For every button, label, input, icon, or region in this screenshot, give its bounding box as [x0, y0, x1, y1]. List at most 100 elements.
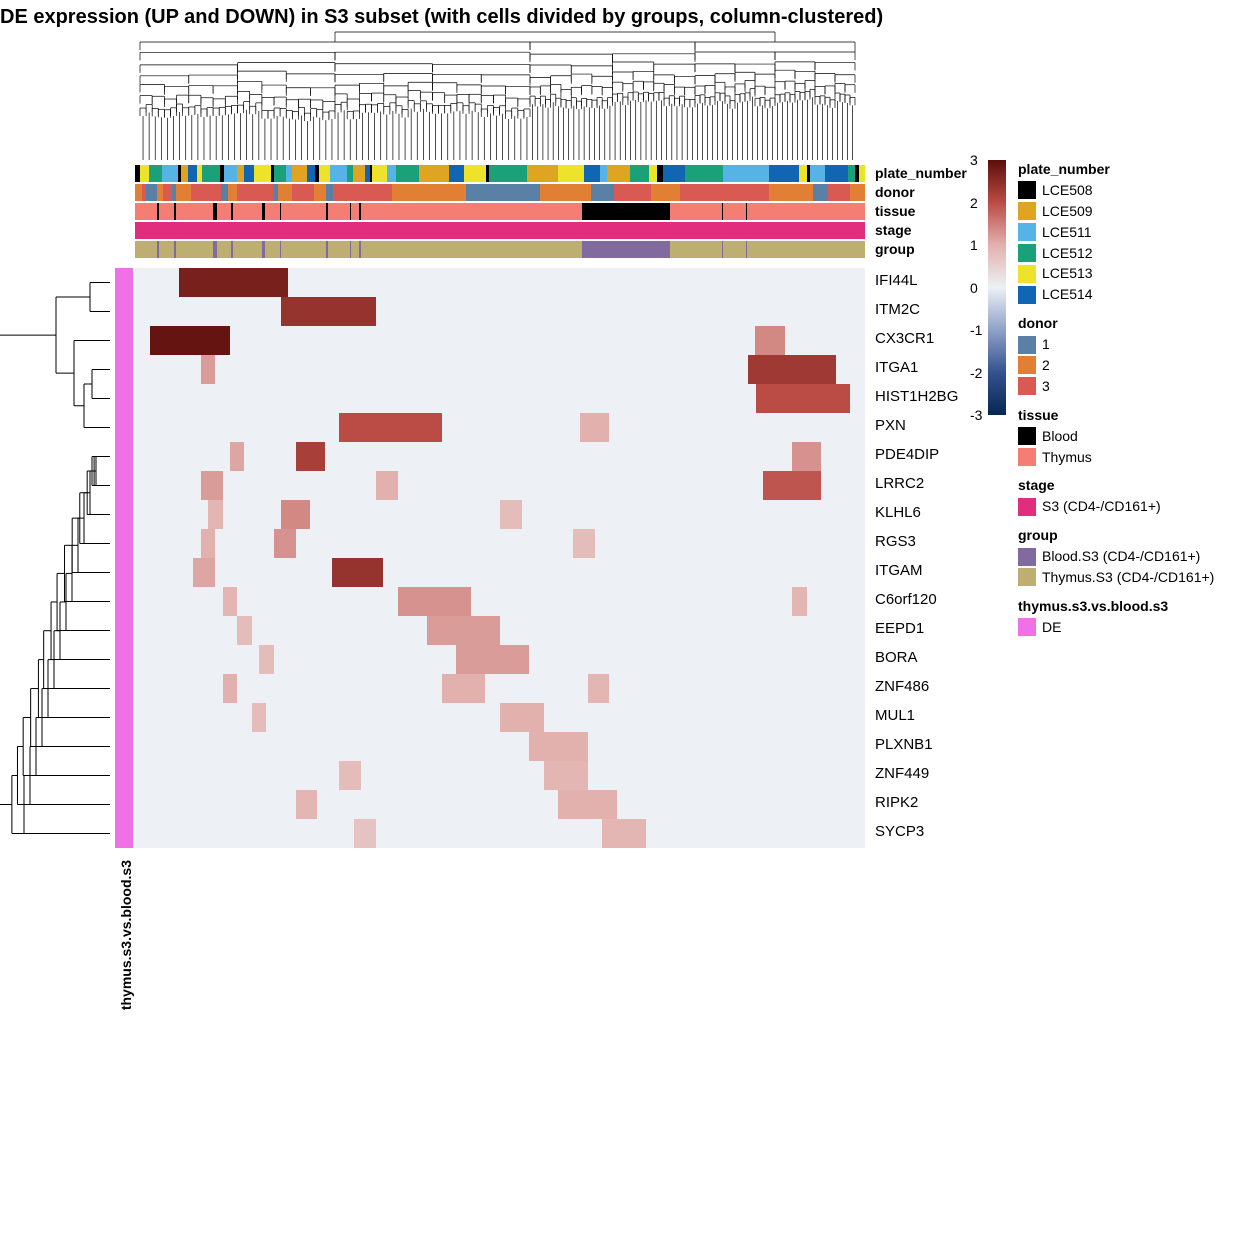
heatmap-body: [135, 268, 865, 848]
legend-label: Blood: [1042, 427, 1078, 446]
gene-label: C6orf120: [875, 591, 937, 608]
legend-item: LCE509: [1018, 202, 1214, 221]
legend-label: 2: [1042, 356, 1050, 375]
legend-label: LCE512: [1042, 244, 1093, 263]
legend-item: 2: [1018, 356, 1214, 375]
legend-item: LCE514: [1018, 285, 1214, 304]
heatmap-row: [135, 500, 865, 529]
legend-swatch: [1018, 181, 1036, 199]
colorbar-tick: -2: [970, 365, 982, 381]
column-annotation-label-plate_number: plate_number: [875, 165, 967, 181]
legend-title: thymus.s3.vs.blood.s3: [1018, 597, 1214, 616]
legend-title: stage: [1018, 476, 1214, 495]
legend-swatch: [1018, 548, 1036, 566]
heatmap-row: [135, 587, 865, 616]
row-dendrogram: [0, 268, 110, 848]
legend-item: DE: [1018, 618, 1214, 637]
heatmap-row: [135, 326, 865, 355]
column-annotation-stage: [135, 222, 865, 239]
heatmap-row: [135, 384, 865, 413]
legend-label: Blood.S3 (CD4-/CD161+): [1042, 547, 1200, 566]
heatmap-row: [135, 558, 865, 587]
legend-label: S3 (CD4-/CD161+): [1042, 497, 1161, 516]
gene-label: HIST1H2BG: [875, 388, 958, 405]
column-annotation-label-donor: donor: [875, 184, 915, 200]
legend-item: Blood: [1018, 427, 1214, 446]
colorbar-tick: -1: [970, 322, 982, 338]
gene-label: MUL1: [875, 707, 915, 724]
heatmap-row: [135, 413, 865, 442]
gene-label: PLXNB1: [875, 736, 933, 753]
legend-item: 1: [1018, 335, 1214, 354]
gene-label: EEPD1: [875, 620, 924, 637]
heatmap-row: [135, 732, 865, 761]
gene-label: LRRC2: [875, 475, 924, 492]
legend-label: LCE511: [1042, 223, 1092, 242]
gene-label: CX3CR1: [875, 330, 934, 347]
column-annotation-tissue: [135, 203, 865, 220]
legend-label: LCE508: [1042, 181, 1093, 200]
legend-label: Thymus: [1042, 448, 1092, 467]
heatmap-row: [135, 819, 865, 848]
legend-title: group: [1018, 526, 1214, 545]
legend-label: LCE509: [1042, 202, 1093, 221]
row-annotation-track: [115, 268, 133, 848]
heatmap-row: [135, 529, 865, 558]
legend-title: plate_number: [1018, 160, 1214, 179]
legend-item: LCE511: [1018, 223, 1214, 242]
legend-item: Thymus.S3 (CD4-/CD161+): [1018, 568, 1214, 587]
colorbar: [988, 160, 1006, 415]
legend-title: tissue: [1018, 406, 1214, 425]
gene-label: KLHL6: [875, 504, 921, 521]
legend-swatch: [1018, 498, 1036, 516]
legend-swatch: [1018, 448, 1036, 466]
legend-label: DE: [1042, 618, 1061, 637]
colorbar-tick: 1: [970, 237, 978, 253]
column-annotation-label-tissue: tissue: [875, 203, 915, 219]
legend-label: LCE514: [1042, 285, 1093, 304]
colorbar-tick: -3: [970, 407, 982, 423]
heatmap-row: [135, 268, 865, 297]
legend-item: 3: [1018, 377, 1214, 396]
column-annotation-label-stage: stage: [875, 222, 912, 238]
heatmap-row: [135, 355, 865, 384]
column-annotation-label-group: group: [875, 241, 915, 257]
gene-label: ZNF486: [875, 678, 929, 695]
legend-swatch: [1018, 265, 1036, 283]
legend-item: LCE512: [1018, 244, 1214, 263]
legend-item: LCE508: [1018, 181, 1214, 200]
heatmap-row: [135, 790, 865, 819]
heatmap-row: [135, 442, 865, 471]
legend-swatch: [1018, 618, 1036, 636]
legend-swatch: [1018, 244, 1036, 262]
chart-title: DE expression (UP and DOWN) in S3 subset…: [0, 6, 883, 29]
legend-swatch: [1018, 427, 1036, 445]
legend: plate_numberLCE508LCE509LCE511LCE512LCE5…: [1018, 160, 1214, 637]
colorbar-tick: 0: [970, 280, 978, 296]
legend-swatch: [1018, 356, 1036, 374]
column-annotation-plate_number: [135, 165, 865, 182]
legend-label: Thymus.S3 (CD4-/CD161+): [1042, 568, 1214, 587]
gene-label: PDE4DIP: [875, 446, 939, 463]
heatmap-row: [135, 616, 865, 645]
legend-label: 1: [1042, 335, 1050, 354]
legend-item: S3 (CD4-/CD161+): [1018, 497, 1214, 516]
heatmap-row: [135, 674, 865, 703]
gene-label: ITGAM: [875, 562, 923, 579]
column-annotation-group: [135, 241, 865, 258]
legend-title: donor: [1018, 314, 1214, 333]
heatmap-row: [135, 645, 865, 674]
gene-label: RGS3: [875, 533, 916, 550]
legend-swatch: [1018, 202, 1036, 220]
legend-item: Thymus: [1018, 448, 1214, 467]
column-dendrogram: [135, 30, 865, 160]
legend-swatch: [1018, 223, 1036, 241]
legend-item: Blood.S3 (CD4-/CD161+): [1018, 547, 1214, 566]
gene-label: ITM2C: [875, 301, 920, 318]
gene-label: RIPK2: [875, 794, 918, 811]
gene-label: PXN: [875, 417, 906, 434]
heatmap-row: [135, 761, 865, 790]
colorbar-tick: 3: [970, 152, 978, 168]
legend-label: LCE513: [1042, 264, 1093, 283]
heatmap-row: [135, 297, 865, 326]
